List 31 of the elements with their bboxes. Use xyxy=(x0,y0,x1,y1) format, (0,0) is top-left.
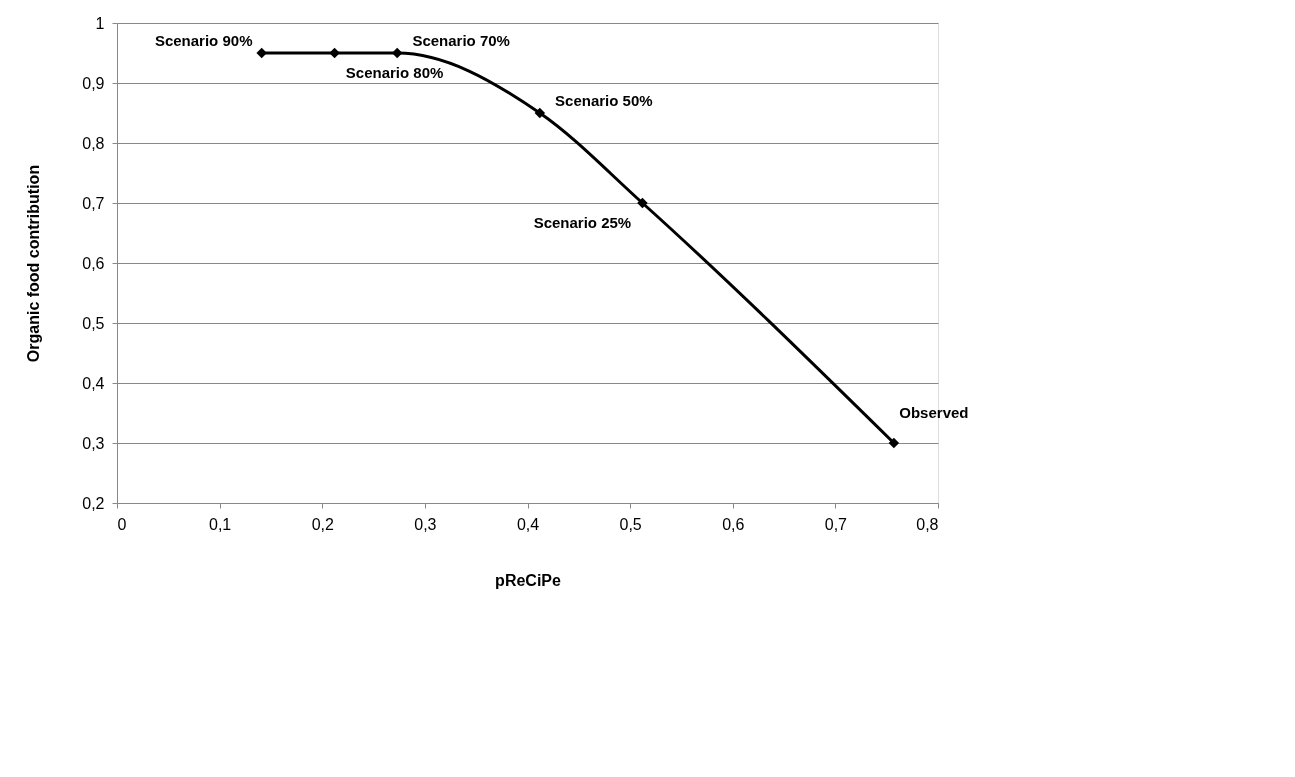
annotation: Scenario 25% xyxy=(533,214,632,231)
x-tick-label: 0,6 xyxy=(722,515,745,533)
point xyxy=(637,197,648,209)
y-tick-label: 0,4 xyxy=(82,374,105,392)
x-tick-label: 0,3 xyxy=(414,515,437,533)
y-tick-label: 0,7 xyxy=(82,194,105,212)
annotation: Scenario 50% xyxy=(555,92,653,109)
annotation: Observed xyxy=(899,404,969,421)
x-tick-label: 0,5 xyxy=(619,515,642,533)
y-axis-title: Organic food contribution xyxy=(25,164,43,363)
x-tick-label: 0,8 xyxy=(916,515,939,533)
annotation: Scenario 80% xyxy=(345,64,444,81)
x-axis-title: pReCiPe xyxy=(495,571,561,589)
y-tick-label: 0,5 xyxy=(82,314,105,332)
x-tick-label: 0,1 xyxy=(209,515,232,533)
x-tick-label: 0,7 xyxy=(824,515,848,533)
y-tick-label: 0,8 xyxy=(82,134,105,152)
y-tick-label: 1 xyxy=(95,14,105,32)
y-tick-label: 0,6 xyxy=(82,254,105,272)
point xyxy=(888,437,900,449)
y-tick-label: 0,9 xyxy=(82,74,105,92)
x-tick-label: 0 xyxy=(117,515,127,533)
x-tick-label: 0,4 xyxy=(516,515,540,533)
point xyxy=(534,107,546,119)
y-tick-label: 0,2 xyxy=(82,494,105,512)
point xyxy=(329,47,340,59)
annotation: Scenario 70% xyxy=(412,32,510,49)
y-tick-label: 0,3 xyxy=(82,434,105,452)
x-tick-label: 0,2 xyxy=(311,515,334,533)
point xyxy=(256,47,267,59)
annotation: Scenario 90% xyxy=(154,32,253,49)
